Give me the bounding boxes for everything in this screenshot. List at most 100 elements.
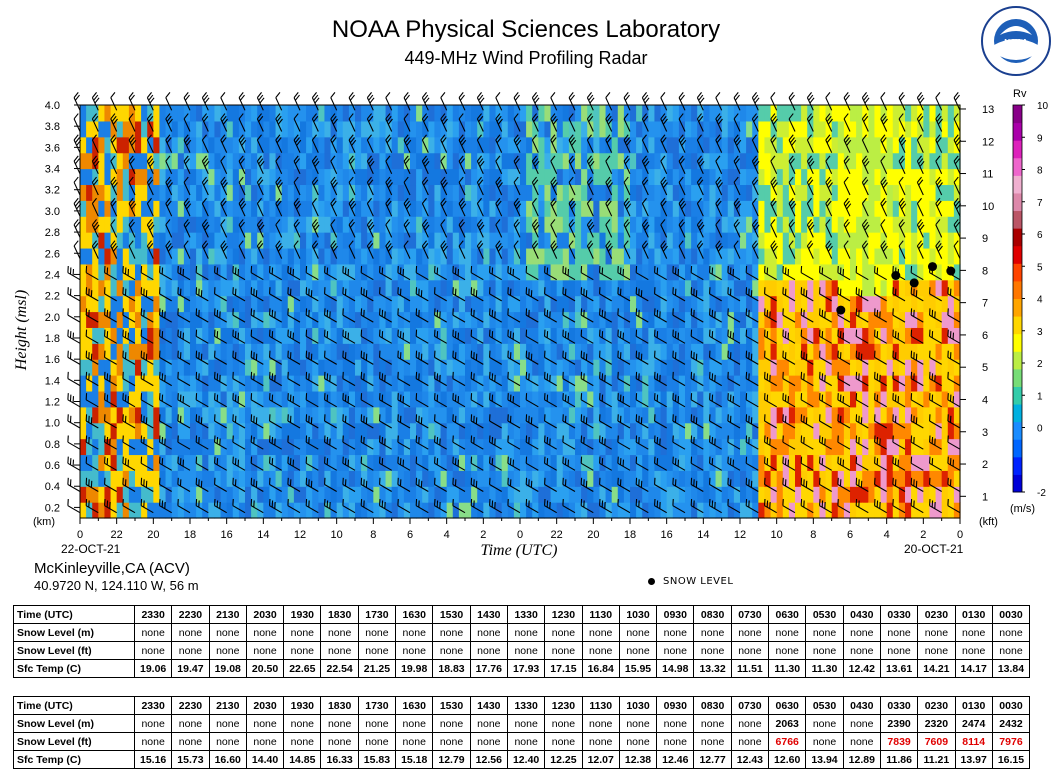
heatmap-cell: [293, 327, 301, 344]
heatmap-cell: [813, 136, 821, 154]
x-tick-label: 4: [884, 529, 890, 541]
wind-barb: [67, 287, 81, 302]
wind-barb: [91, 92, 100, 111]
heatmap-cell: [116, 438, 124, 456]
heatmap-cell: [202, 247, 209, 265]
heatmap-cell: [905, 359, 912, 376]
heatmap-cell: [892, 343, 900, 360]
wind-barb: [806, 92, 815, 111]
heatmap-cell: [630, 168, 637, 186]
heatmap-cell: [538, 184, 546, 201]
wind-barb: [953, 155, 961, 175]
heatmap-cell: [801, 136, 808, 154]
heatmap-cell: [660, 390, 668, 408]
heatmap-cell: [165, 470, 173, 487]
wind-barb: [220, 113, 228, 132]
heatmap-cells: [80, 105, 961, 519]
heatmap-cell: [446, 390, 454, 408]
wind-barb: [342, 371, 356, 387]
colorbar-title: Rv: [1013, 88, 1027, 100]
heatmap-cell: [801, 390, 808, 408]
heatmap-cell: [416, 327, 423, 344]
wind-barb: [91, 134, 99, 153]
wind-barb: [709, 265, 722, 281]
heatmap-cell: [147, 327, 154, 344]
heatmap-cell: [446, 136, 454, 154]
heatmap-cell: [80, 200, 87, 217]
heatmap-cell: [636, 375, 643, 392]
heatmap-cell: [471, 232, 478, 249]
heatmap-cell: [342, 295, 350, 313]
heatmap-cell: [92, 311, 99, 328]
wind-barb: [953, 113, 961, 132]
wind-barb: [910, 265, 924, 281]
heatmap-cell: [752, 438, 759, 456]
heatmap-cell: [391, 247, 399, 265]
heatmap-cell: [862, 168, 869, 186]
heatmap-cell: [795, 295, 802, 313]
heatmap-cell: [141, 390, 148, 408]
heatmap-cell: [837, 200, 845, 217]
heatmap-cell: [740, 105, 747, 122]
heatmap-cell: [709, 502, 717, 519]
heatmap-cell: [513, 295, 521, 313]
heatmap-cell: [880, 168, 888, 186]
wind-barb: [929, 435, 942, 450]
wind-barb: [764, 393, 777, 408]
wind-barb: [544, 477, 557, 492]
heatmap-cell: [581, 184, 588, 201]
heatmap-cell: [556, 327, 564, 344]
heatmap-cell: [202, 327, 209, 344]
heatmap-cell: [623, 359, 631, 376]
heatmap-cell: [196, 327, 203, 344]
heatmap-cell: [654, 247, 662, 265]
x-tick-label: 2: [920, 529, 926, 541]
heatmap-cell: [636, 184, 643, 201]
heatmap-cell: [520, 311, 527, 328]
heatmap-cell: [825, 279, 833, 297]
heatmap-cell: [477, 120, 484, 138]
heatmap-cell: [752, 311, 759, 328]
wind-barb: [580, 329, 594, 344]
wind-barb: [764, 435, 777, 450]
heatmap-cell: [593, 311, 601, 328]
heatmap-cell: [226, 279, 234, 297]
heatmap-cell: [275, 470, 283, 487]
heatmap-cell: [843, 343, 851, 360]
wind-barb: [599, 477, 612, 492]
wind-barb: [764, 287, 777, 302]
heatmap-cell: [342, 486, 350, 503]
wind-barb: [599, 265, 612, 281]
heatmap-cell: [911, 406, 918, 424]
heatmap-cell: [666, 454, 674, 471]
heatmap-cell: [611, 120, 619, 138]
heatmap-cell: [287, 438, 295, 456]
wind-barb: [617, 477, 631, 492]
wind-barb: [495, 240, 503, 259]
heatmap-cell: [892, 120, 900, 138]
heatmap-cell: [251, 343, 258, 360]
heatmap-cell: [141, 375, 148, 392]
wind-barb: [727, 456, 741, 471]
heatmap-cell: [636, 311, 643, 328]
heatmap-cell: [147, 406, 154, 424]
heatmap-cell: [477, 454, 484, 471]
heatmap-cell: [727, 422, 735, 440]
heatmap-cell: [678, 486, 686, 503]
heatmap-cell: [434, 232, 442, 249]
heatmap-cell: [923, 136, 931, 154]
heatmap-cell: [886, 486, 894, 503]
heatmap-cell: [685, 216, 692, 233]
colorbar-segment: [1013, 456, 1022, 475]
heatmap-cell: [367, 105, 374, 122]
heatmap-cell: [923, 390, 931, 408]
wind-barb: [220, 92, 228, 111]
heatmap-cell: [440, 184, 448, 201]
heatmap-cell: [868, 263, 876, 281]
wind-barb: [287, 350, 301, 365]
heatmap-cell: [715, 152, 723, 170]
heatmap-cell: [636, 343, 643, 360]
wind-barb: [690, 287, 704, 302]
heatmap-cell: [837, 311, 845, 328]
heatmap-cell: [245, 216, 252, 233]
